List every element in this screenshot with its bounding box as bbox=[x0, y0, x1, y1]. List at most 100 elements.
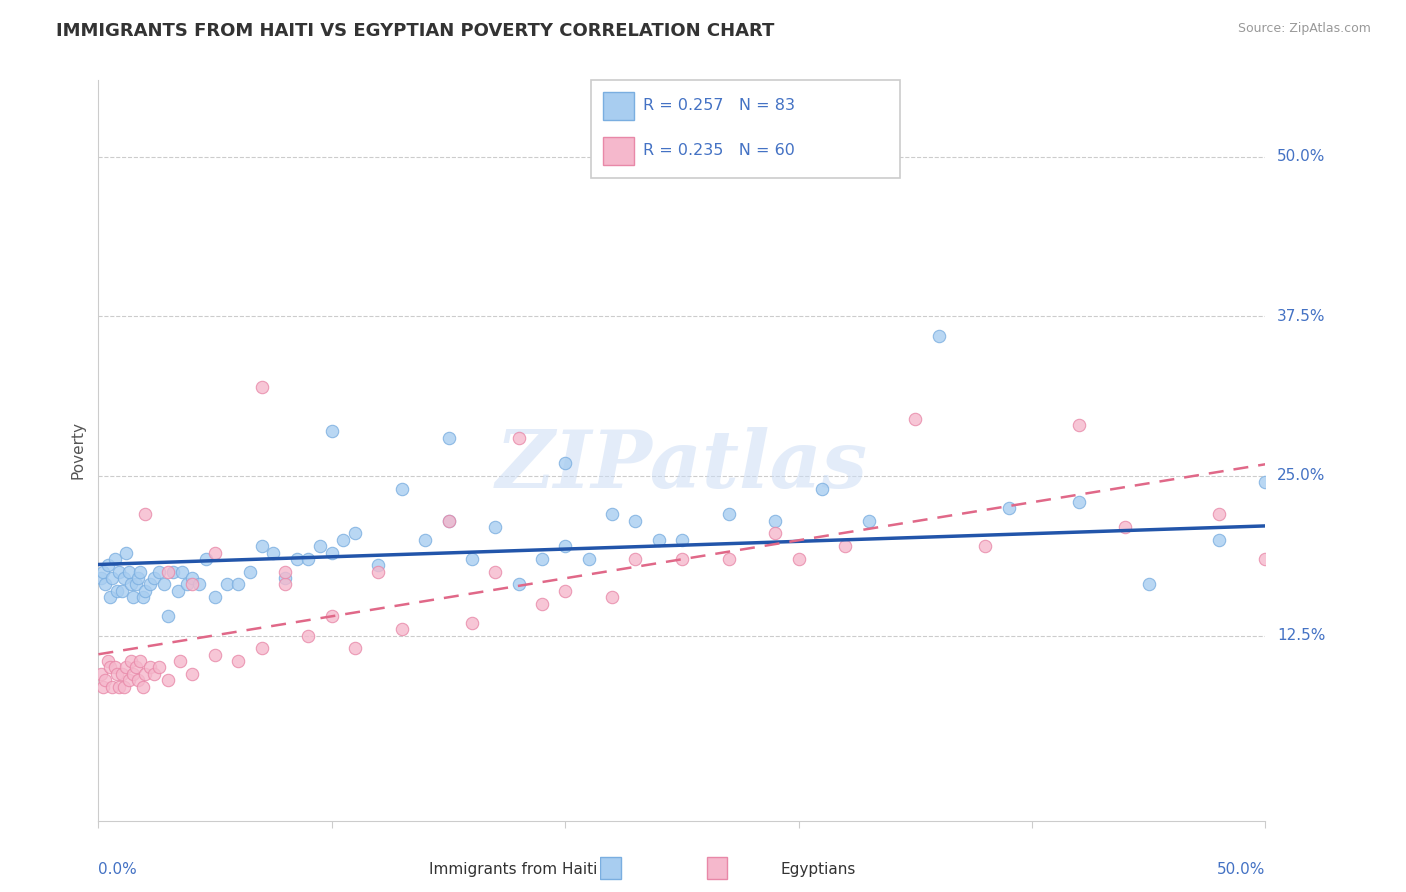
Text: R = 0.257   N = 83: R = 0.257 N = 83 bbox=[643, 98, 796, 113]
Text: 50.0%: 50.0% bbox=[1218, 863, 1265, 877]
Point bbox=[125, 660, 148, 674]
Point bbox=[530, 597, 553, 611]
Point bbox=[204, 648, 226, 662]
Point bbox=[139, 660, 162, 674]
Point bbox=[120, 654, 142, 668]
Point bbox=[101, 680, 124, 694]
Point bbox=[98, 660, 121, 674]
Point bbox=[250, 539, 273, 553]
Point bbox=[157, 673, 180, 688]
Point bbox=[763, 526, 786, 541]
Point bbox=[115, 660, 138, 674]
Point bbox=[1208, 508, 1230, 522]
Point bbox=[437, 514, 460, 528]
Point bbox=[118, 673, 141, 688]
Y-axis label: Poverty: Poverty bbox=[70, 421, 86, 480]
Point bbox=[1254, 552, 1277, 566]
Point bbox=[600, 591, 623, 605]
Point bbox=[578, 552, 600, 566]
Point bbox=[97, 654, 120, 668]
Point bbox=[132, 680, 155, 694]
Text: Immigrants from Haiti: Immigrants from Haiti bbox=[429, 863, 598, 877]
Point bbox=[91, 680, 114, 694]
Point bbox=[101, 571, 124, 585]
Point bbox=[157, 565, 180, 579]
Point bbox=[437, 514, 460, 528]
Bar bbox=[600, 857, 620, 879]
Point bbox=[148, 660, 170, 674]
Point bbox=[437, 431, 460, 445]
Point bbox=[250, 641, 273, 656]
Point bbox=[262, 545, 284, 559]
Text: 0.0%: 0.0% bbox=[98, 863, 138, 877]
Point bbox=[274, 577, 297, 591]
Point bbox=[344, 641, 367, 656]
Point bbox=[717, 508, 740, 522]
Point bbox=[120, 577, 142, 591]
Point bbox=[111, 583, 134, 598]
Point bbox=[671, 552, 693, 566]
Point bbox=[297, 552, 319, 566]
Point bbox=[367, 558, 389, 573]
Point bbox=[108, 680, 131, 694]
Point bbox=[717, 552, 740, 566]
Point bbox=[169, 654, 191, 668]
Point bbox=[904, 411, 927, 425]
Point bbox=[1208, 533, 1230, 547]
Point bbox=[344, 526, 367, 541]
Point bbox=[134, 583, 156, 598]
Point bbox=[508, 431, 530, 445]
Point bbox=[115, 545, 138, 559]
Point bbox=[1067, 417, 1090, 432]
Point bbox=[554, 583, 576, 598]
Point bbox=[204, 545, 226, 559]
Bar bbox=[707, 857, 727, 879]
Point bbox=[132, 591, 155, 605]
Point bbox=[413, 533, 436, 547]
Text: Egyptians: Egyptians bbox=[780, 863, 856, 877]
Point bbox=[118, 565, 141, 579]
Point bbox=[1254, 475, 1277, 490]
Point bbox=[194, 552, 217, 566]
Point bbox=[180, 666, 202, 681]
Point bbox=[484, 565, 506, 579]
Point bbox=[554, 539, 576, 553]
Point bbox=[134, 508, 156, 522]
Text: 12.5%: 12.5% bbox=[1277, 628, 1326, 643]
Point bbox=[143, 666, 166, 681]
Text: ZIPatlas: ZIPatlas bbox=[496, 426, 868, 504]
Point bbox=[104, 660, 127, 674]
Text: 25.0%: 25.0% bbox=[1277, 468, 1326, 483]
Point bbox=[274, 571, 297, 585]
Point bbox=[187, 577, 209, 591]
Point bbox=[321, 545, 343, 559]
Point bbox=[1067, 494, 1090, 508]
Text: R = 0.235   N = 60: R = 0.235 N = 60 bbox=[643, 144, 794, 159]
Point bbox=[321, 425, 343, 439]
Point bbox=[239, 565, 262, 579]
Point bbox=[461, 615, 484, 630]
Point bbox=[134, 666, 156, 681]
Point bbox=[811, 482, 834, 496]
Point bbox=[508, 577, 530, 591]
Point bbox=[228, 654, 250, 668]
Point bbox=[108, 565, 131, 579]
Point bbox=[180, 571, 202, 585]
Point bbox=[763, 514, 786, 528]
Point bbox=[285, 552, 308, 566]
Point bbox=[391, 482, 413, 496]
Point bbox=[215, 577, 238, 591]
Point bbox=[671, 533, 693, 547]
Point bbox=[530, 552, 553, 566]
Text: 50.0%: 50.0% bbox=[1277, 149, 1326, 164]
Point bbox=[127, 571, 149, 585]
Point bbox=[105, 583, 128, 598]
Point bbox=[111, 666, 134, 681]
Point bbox=[180, 577, 202, 591]
Point bbox=[624, 514, 647, 528]
Point bbox=[1114, 520, 1136, 534]
Point bbox=[122, 666, 145, 681]
Point bbox=[332, 533, 354, 547]
Point bbox=[274, 565, 297, 579]
FancyBboxPatch shape bbox=[591, 80, 900, 178]
